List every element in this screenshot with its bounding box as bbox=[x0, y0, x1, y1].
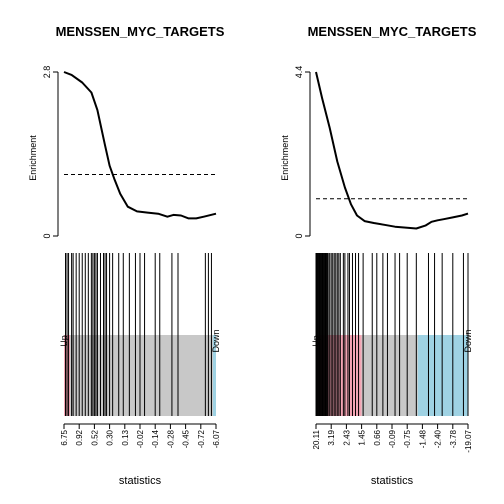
mid-band bbox=[361, 335, 418, 416]
y-axis-label: Enrichment bbox=[28, 135, 38, 181]
chart-title: MENSSEN_MYC_TARGETS bbox=[308, 24, 477, 39]
down-band bbox=[212, 335, 216, 416]
x-tick-label: 1.45 bbox=[358, 429, 367, 445]
x-tick-label: -0.14 bbox=[151, 429, 160, 448]
x-tick-label: -0.72 bbox=[197, 429, 206, 448]
x-tick-label: -19.07 bbox=[464, 429, 473, 452]
x-tick-label: -2.40 bbox=[434, 429, 443, 448]
x-tick-label: 0.92 bbox=[75, 429, 84, 445]
x-axis-label: statistics bbox=[119, 475, 162, 487]
x-tick-label: 20.11 bbox=[312, 429, 321, 449]
down-label: Down bbox=[463, 329, 473, 352]
x-tick-label: -0.45 bbox=[182, 429, 191, 448]
x-tick-label: -1.48 bbox=[418, 429, 427, 448]
up-label: Up bbox=[59, 335, 69, 347]
x-tick-label: -0.09 bbox=[388, 429, 397, 448]
up-label: Up bbox=[311, 335, 321, 347]
chart-title: MENSSEN_MYC_TARGETS bbox=[56, 24, 225, 39]
y-tick-label: 2.8 bbox=[42, 66, 52, 79]
x-tick-label: -0.75 bbox=[403, 429, 412, 448]
x-tick-label: -3.78 bbox=[449, 429, 458, 448]
x-tick-label: -6.07 bbox=[212, 429, 221, 448]
panel-1: MENSSEN_MYC_TARGETS 0 2.8 Enrichment Up Down 6… bbox=[28, 24, 225, 487]
y-tick-label: 0 bbox=[294, 233, 304, 238]
x-tick-label: -0.28 bbox=[166, 429, 175, 448]
down-label: Down bbox=[211, 329, 221, 352]
y-tick-label: 0 bbox=[42, 233, 52, 238]
x-tick-label: 2.43 bbox=[342, 429, 351, 445]
enrichment-curve bbox=[63, 71, 217, 220]
x-tick-label: 6.75 bbox=[60, 429, 69, 445]
down-band bbox=[417, 335, 468, 416]
y-axis-label: Enrichment bbox=[280, 135, 290, 181]
x-tick-label: -0.02 bbox=[136, 429, 145, 448]
x-tick-label: 0.13 bbox=[121, 429, 130, 445]
enrichment-curve bbox=[315, 71, 469, 230]
mid-band bbox=[70, 335, 213, 416]
x-tick-label: 0.52 bbox=[90, 429, 99, 445]
x-tick-label: 0.30 bbox=[106, 429, 115, 445]
x-tick-label: 3.19 bbox=[327, 429, 336, 445]
x-axis-label: statistics bbox=[371, 475, 414, 487]
x-tick-label: 0.66 bbox=[373, 429, 382, 445]
y-tick-label: 4.4 bbox=[294, 66, 304, 79]
panel-2: MENSSEN_MYC_TARGETS 0 4.4 Enrichment Up Down 2… bbox=[280, 24, 477, 487]
